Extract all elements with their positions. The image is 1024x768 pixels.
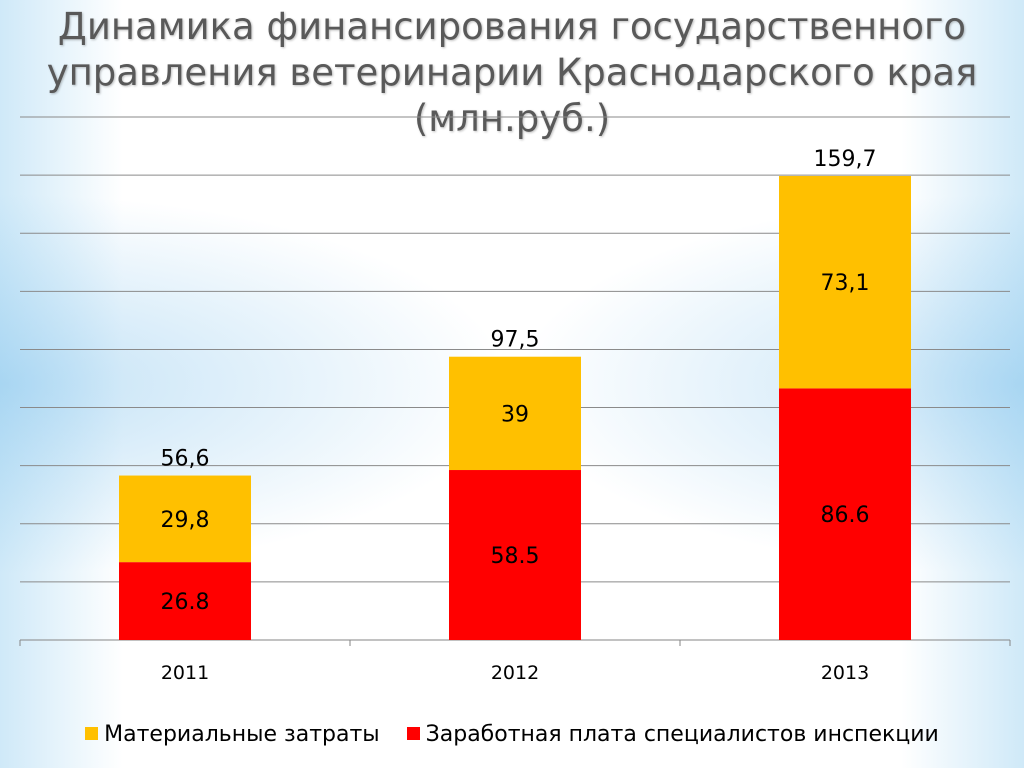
legend-swatch-salary <box>406 726 420 740</box>
total-label-2011: 56,6 <box>161 447 210 472</box>
total-label-2012: 97,5 <box>491 328 540 353</box>
legend-label-materials: Материальные затраты <box>104 722 380 747</box>
legend-item-materials: Материальные затраты <box>85 722 380 747</box>
total-label-2013: 159,7 <box>814 147 877 172</box>
data-label-2011-materials: 29,8 <box>161 508 210 533</box>
bar-segment-2012-materials <box>449 356 581 471</box>
bar-segment-2013-materials <box>779 175 911 389</box>
bar-segment-2012-salary <box>449 470 581 640</box>
legend-label-salary: Заработная плата специалистов инспекции <box>425 722 939 747</box>
data-label-2011-salary: 26.8 <box>161 590 210 615</box>
legend-swatch-materials <box>85 726 99 740</box>
x-tick-label: 2013 <box>821 662 869 684</box>
x-axis: 2011 2012 2013 <box>19 640 1011 684</box>
data-label-2012-salary: 58.5 <box>491 544 540 569</box>
bar-segment-2011-materials <box>119 475 251 563</box>
bars <box>119 175 911 640</box>
data-label-2012-materials: 39 <box>501 402 529 427</box>
chart-title: Динамика финансирования государственного… <box>46 5 978 140</box>
bar-segment-2011-salary <box>119 562 251 640</box>
x-tick-label: 2012 <box>491 662 539 684</box>
legend-item-salary: Заработная плата специалистов инспекции <box>406 722 939 747</box>
legend: Материальные затраты Заработная плата сп… <box>0 722 1024 747</box>
x-tick-label: 2011 <box>161 662 209 684</box>
data-label-2013-materials: 73,1 <box>821 271 870 296</box>
bar-segment-2013-salary <box>779 388 911 640</box>
data-label-2013-salary: 86.6 <box>821 503 870 528</box>
data-labels: 26.8 29,8 56,6 58.5 39 97,5 86.6 73,1 159,7 <box>161 147 877 615</box>
